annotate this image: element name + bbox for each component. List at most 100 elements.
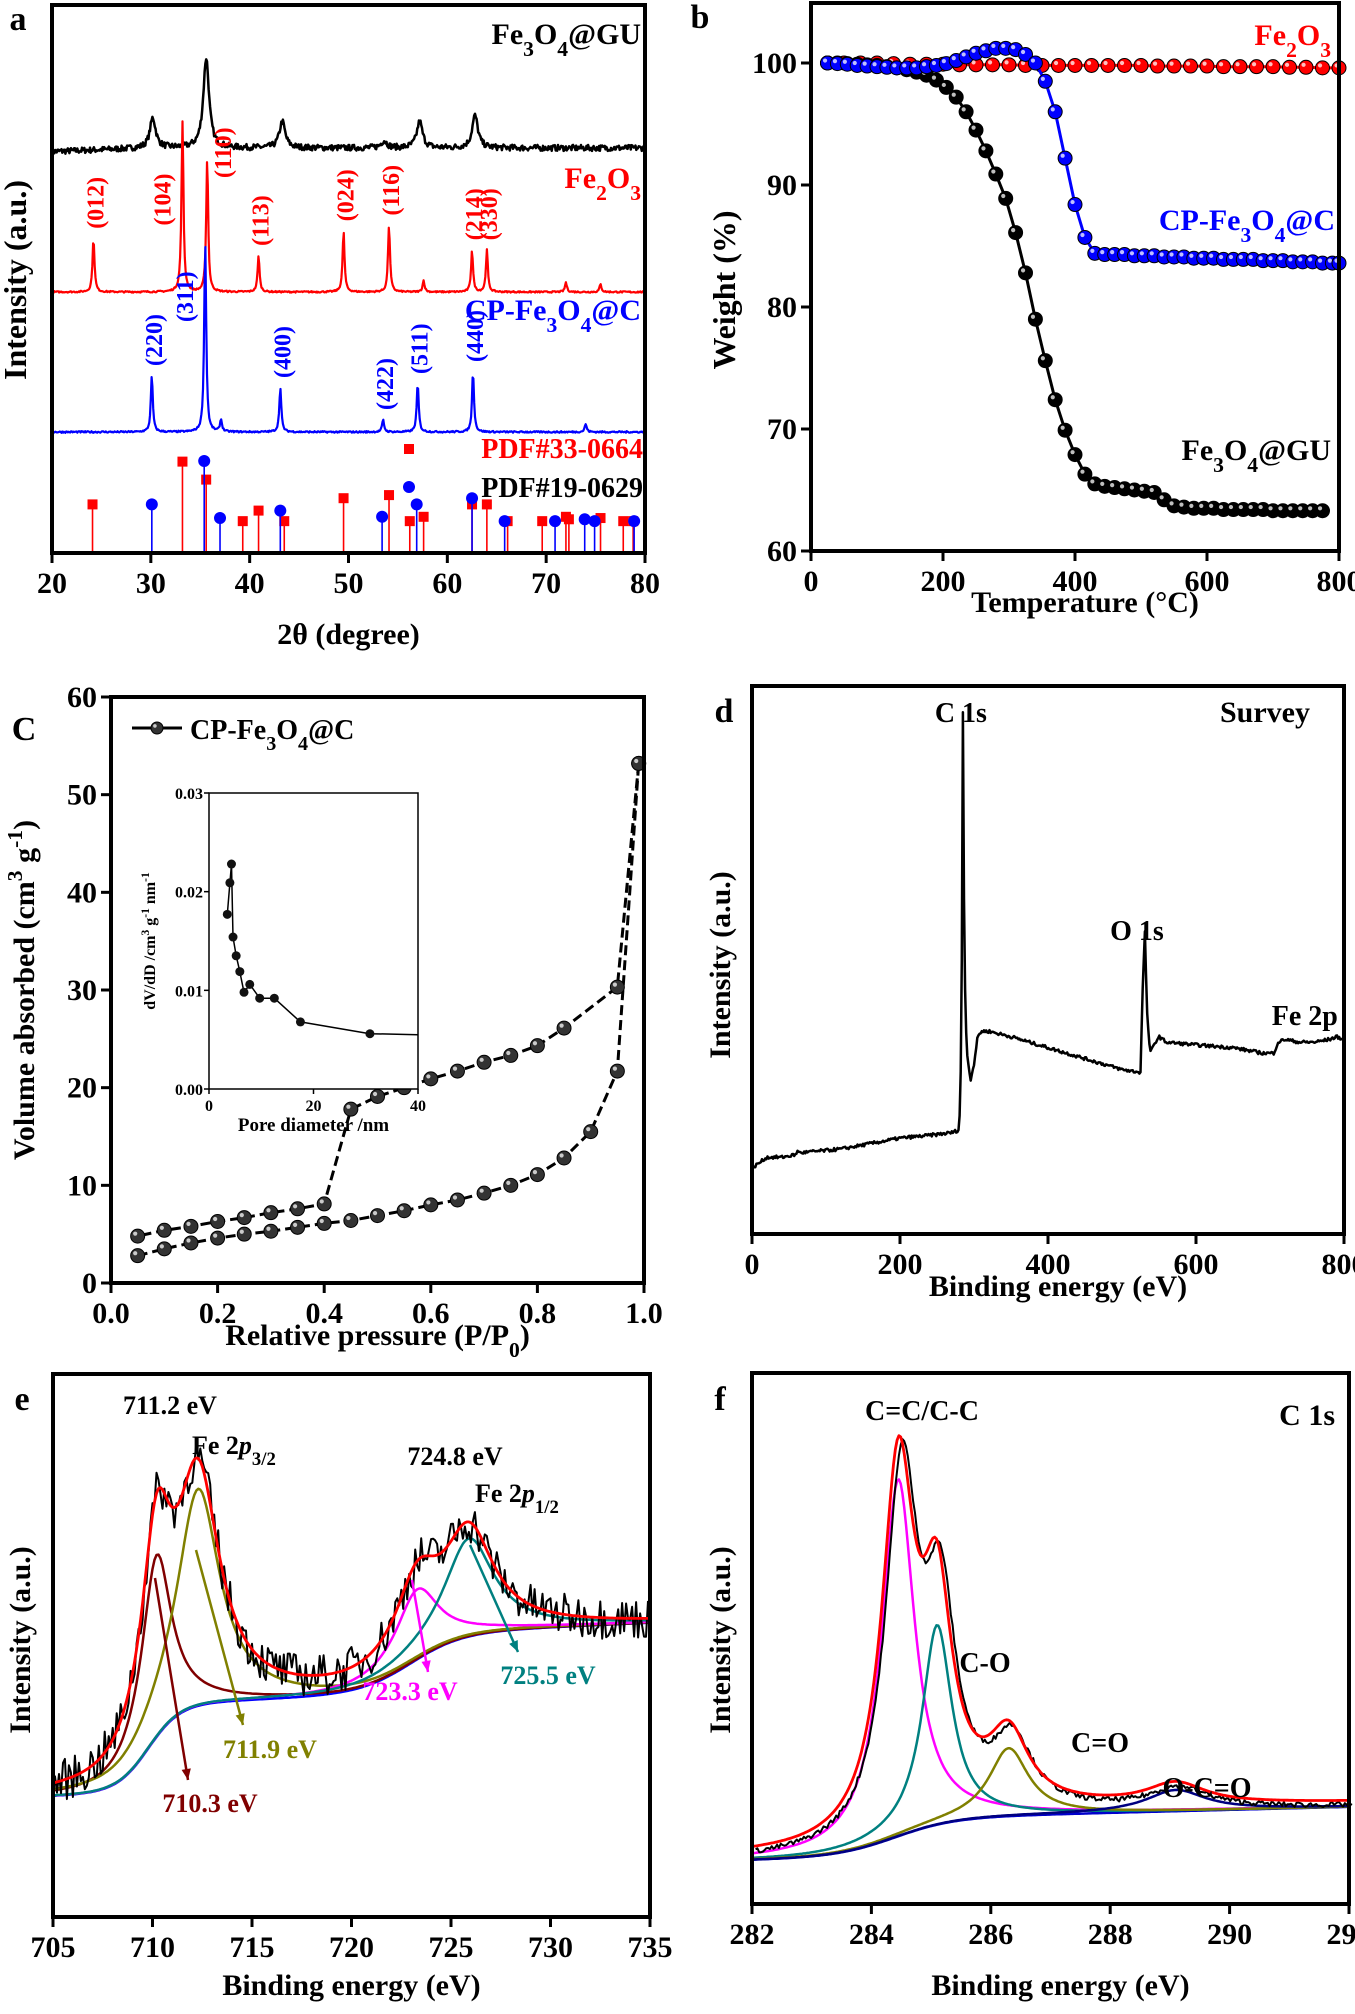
panel-label: C <box>12 711 37 748</box>
panel-label: b <box>691 0 710 36</box>
data-point-highlight <box>1136 60 1141 66</box>
tga-point <box>1077 229 1093 245</box>
x-tick-label: 0 <box>745 1248 760 1281</box>
x-tick-label: 735 <box>628 1931 673 1964</box>
data-point-highlight <box>399 1206 404 1211</box>
data-point-highlight <box>1090 248 1095 253</box>
isotherm-line-adsorption <box>137 763 641 1258</box>
series-label-cp-fe3o4c: CP-Fe3O4@C <box>1159 204 1335 247</box>
tga-point <box>1133 57 1149 73</box>
x-axis-label: Relative pressure (P/P0) <box>225 1319 530 1362</box>
data-point-highlight <box>1317 258 1323 263</box>
plot-frame <box>750 684 1346 1236</box>
hkl-label: (110) <box>211 127 237 178</box>
data-point-highlight <box>1199 503 1204 508</box>
tga-point <box>1117 57 1132 73</box>
hkl-label: (311) <box>173 271 199 322</box>
label-part: 4 <box>557 37 568 61</box>
x-tick-label: 288 <box>1088 1918 1133 1951</box>
isotherm-point <box>423 1197 439 1213</box>
data-point-highlight <box>1149 487 1154 493</box>
data-point-highlight <box>266 1208 271 1213</box>
data-point-highlight <box>1298 506 1303 511</box>
annotation-arrow <box>410 1579 430 1673</box>
x-tick-label: 200 <box>921 565 966 598</box>
y-axis-label: Intensity (a.u.) <box>704 871 737 1059</box>
label-part: 3 <box>1213 453 1224 477</box>
tga-point <box>1067 197 1083 213</box>
inset-point <box>255 993 265 1003</box>
hkl-label: (330) <box>477 188 503 240</box>
tga-point <box>1315 60 1330 76</box>
annotation-component-label: 710.3 eV <box>162 1789 258 1818</box>
isotherm-point <box>236 1210 252 1226</box>
y-tick-label: 30 <box>67 974 97 1007</box>
data-point-highlight <box>862 61 867 66</box>
data-point-highlight <box>159 1225 164 1230</box>
data-point-highlight <box>426 1200 431 1205</box>
tga-point <box>1037 353 1053 369</box>
isotherm-point <box>556 1020 572 1036</box>
isotherm-point <box>370 1208 385 1224</box>
raw-data-line <box>52 1442 649 1801</box>
x-tick-label: 286 <box>968 1918 1013 1951</box>
hkl-label: (113) <box>249 195 275 246</box>
label-part: p <box>237 1431 252 1460</box>
x-tick-label: 600 <box>1174 1248 1219 1281</box>
x-tick-label: 20 <box>37 567 67 600</box>
tga-point <box>1001 57 1017 73</box>
reference-marker-square <box>87 499 98 510</box>
data-point-highlight <box>1258 504 1263 510</box>
data-point-highlight <box>1327 258 1333 263</box>
annotation-arrow <box>194 1549 245 1726</box>
legend-label: CP-Fe3O4@C <box>190 715 354 755</box>
data-point-highlight <box>1030 314 1036 319</box>
component-7255eV <box>52 1537 648 1797</box>
data-point-highlight <box>1179 502 1184 507</box>
x-tick-label: 284 <box>849 1918 894 1951</box>
label-part: -1 <box>3 830 27 848</box>
data-point-highlight <box>1202 61 1207 66</box>
data-point-highlight <box>586 1127 591 1132</box>
x-tick-label: 0.6 <box>412 1297 450 1330</box>
data-point-highlight <box>1209 503 1214 508</box>
plot-frame <box>50 3 647 555</box>
x-axis-label: Binding energy (eV) <box>931 1969 1189 2002</box>
reference-marker-circle <box>410 498 423 511</box>
label-part: @GU <box>568 18 641 51</box>
x-tick-label: 400 <box>1053 565 1098 598</box>
y-axis-label: Intensity (a.u.) <box>704 1546 737 1734</box>
data-point-highlight <box>452 1066 458 1071</box>
data-point-highlight <box>1284 62 1290 67</box>
data-point-highlight <box>346 1215 351 1221</box>
data-point-highlight <box>1060 153 1065 158</box>
data-point-highlight <box>1040 76 1045 81</box>
xrd-trace-1 <box>51 120 646 294</box>
inset-point <box>239 987 249 997</box>
tga-point <box>1027 311 1043 327</box>
label-part: @C <box>308 715 354 746</box>
tga-point <box>968 122 984 138</box>
reference-marker-circle <box>549 515 562 528</box>
data-point-highlight <box>1030 58 1036 63</box>
peak-label-c1s: C 1s <box>935 698 987 729</box>
hkl-label: (104) <box>150 174 176 226</box>
reference-marker-circle <box>376 510 389 523</box>
isotherm-point <box>583 1124 599 1140</box>
data-point-highlight <box>612 982 618 987</box>
component-CO <box>751 1624 1349 1860</box>
tga-point <box>1018 265 1033 281</box>
panel-label: e <box>14 1381 29 1418</box>
inset-point <box>295 1017 305 1027</box>
peak-label-fe2p: Fe 2p <box>1272 1001 1338 1032</box>
data-point-highlight <box>239 1213 244 1218</box>
y-axis-label: Intensity (a.u.) <box>0 180 33 380</box>
y-tick-label: 80 <box>767 291 797 324</box>
data-point-highlight <box>971 60 976 65</box>
data-point-highlight <box>319 1199 324 1204</box>
x-tick-label: 730 <box>528 1931 573 1964</box>
tga-point <box>1051 57 1066 73</box>
label-part: @C <box>1285 204 1335 237</box>
